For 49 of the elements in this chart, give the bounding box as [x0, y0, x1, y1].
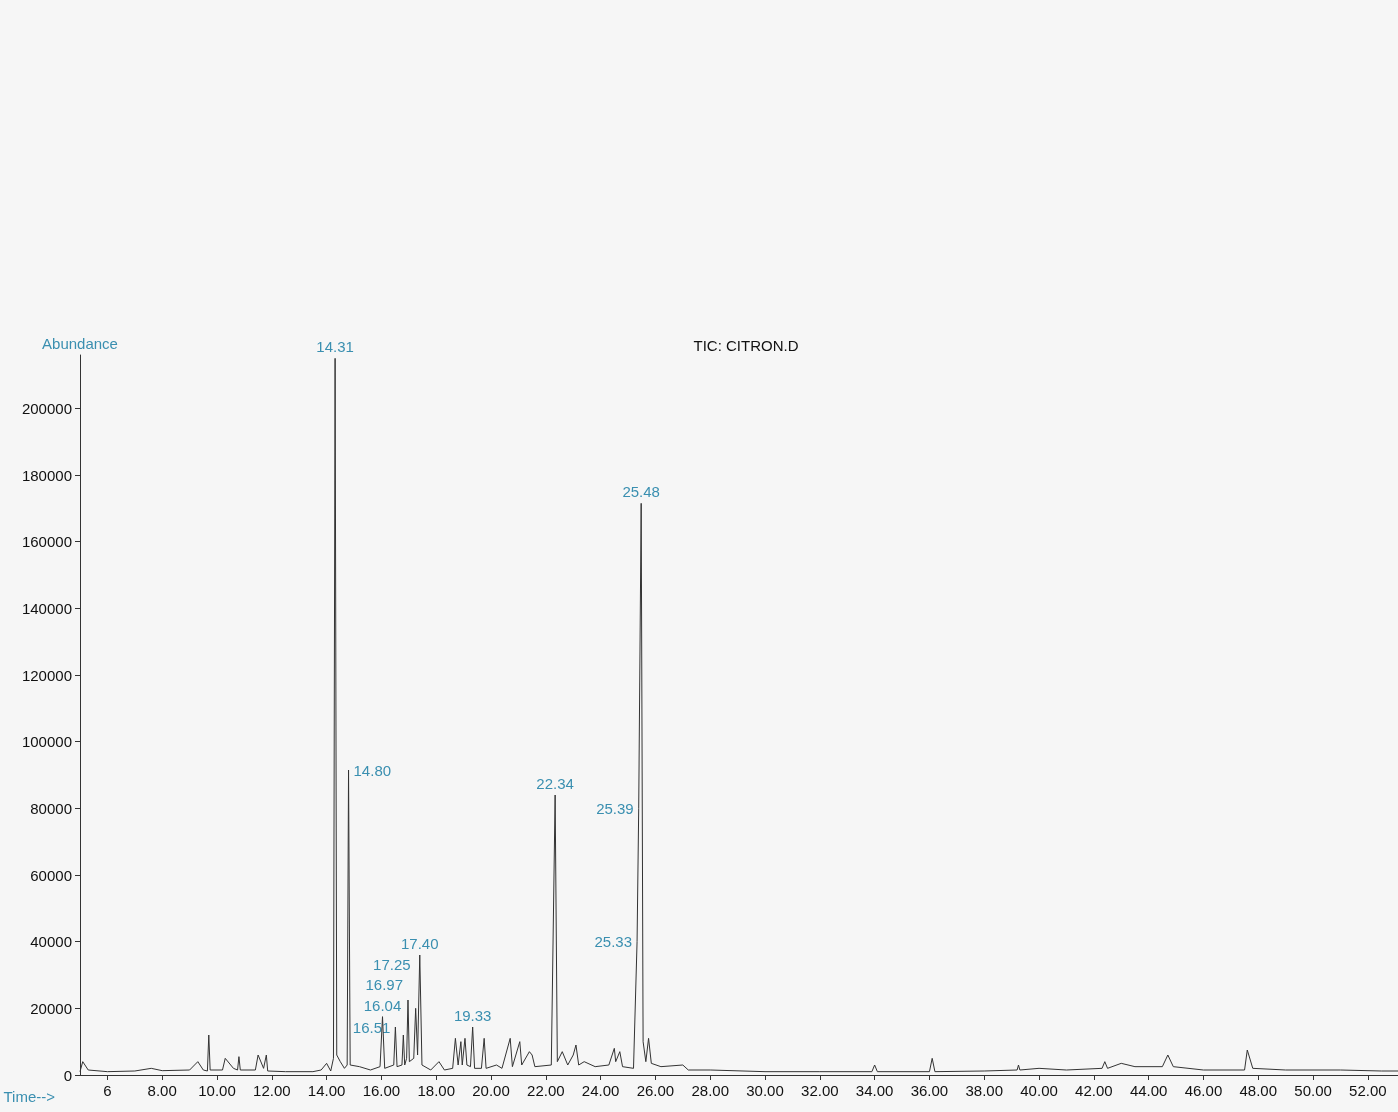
annotation: 14.80 [353, 761, 392, 779]
x-axis-title: Time--> [3, 1088, 56, 1105]
y-tick-label: 20000 [30, 999, 72, 1017]
y-axis-title: Abundance [42, 335, 118, 352]
y-tick-label: 40000 [30, 933, 72, 951]
y-tick-label: 160000 [21, 533, 72, 551]
annotation: 17.40 [401, 935, 439, 952]
y-tick-label: 0 [63, 1066, 72, 1084]
x-tick-label: 22.00 [527, 1082, 565, 1099]
y-tick-label: 200000 [21, 399, 72, 417]
annotation: 17.25 [373, 955, 411, 973]
annotation: 16.04 [363, 996, 402, 1014]
x-tick-label: 18.00 [417, 1082, 455, 1099]
annotation: 22.34 [536, 775, 574, 792]
x-tick-label: 32.00 [801, 1082, 839, 1099]
x-tick-label: 42.00 [1075, 1082, 1113, 1099]
y-tick-label: 180000 [21, 466, 72, 484]
y-tick-label: 140000 [21, 599, 72, 617]
x-tick-label: 48.00 [1239, 1082, 1278, 1099]
annotation: 19.33 [453, 1007, 492, 1024]
x-tick-label: 34.00 [855, 1082, 894, 1099]
annotation: 14.31 [316, 338, 354, 356]
annotation: 25.48 [622, 483, 660, 501]
x-tick-label: 14.00 [307, 1082, 346, 1099]
annotation: 16.97 [365, 975, 403, 993]
y-tick-label: 60000 [30, 866, 72, 884]
x-tick-label: 8.00 [147, 1082, 177, 1099]
x-tick-label: 40.00 [1020, 1082, 1058, 1099]
x-tick-label: 52.00 [1349, 1082, 1387, 1099]
x-tick-label: 24.00 [581, 1082, 620, 1099]
x-tick-label: 10.00 [198, 1082, 236, 1099]
y-tick-label: 120000 [21, 666, 72, 684]
x-tick-label: 36.00 [910, 1082, 949, 1099]
x-tick-label: 6 [103, 1082, 112, 1099]
x-tick-label: 26.00 [636, 1082, 675, 1099]
x-tick-label: 44.00 [1129, 1082, 1168, 1099]
x-tick-label: 50.00 [1294, 1082, 1332, 1099]
x-tick-label: 28.00 [691, 1082, 729, 1099]
chart-title: TIC: CITRON.D [693, 337, 799, 354]
annotation: 25.33 [594, 933, 633, 951]
x-tick-label: 12.00 [253, 1082, 291, 1099]
y-tick-label: 80000 [30, 799, 72, 817]
x-tick-label: 16.00 [362, 1082, 401, 1099]
x-tick-label: 46.00 [1184, 1082, 1223, 1099]
y-tick-label: 100000 [21, 733, 72, 751]
annotation: 25.39 [596, 799, 634, 817]
x-tick-label: 30.00 [746, 1082, 784, 1099]
x-tick-label: 20.00 [472, 1082, 510, 1099]
x-tick-label: 38.00 [965, 1082, 1004, 1099]
